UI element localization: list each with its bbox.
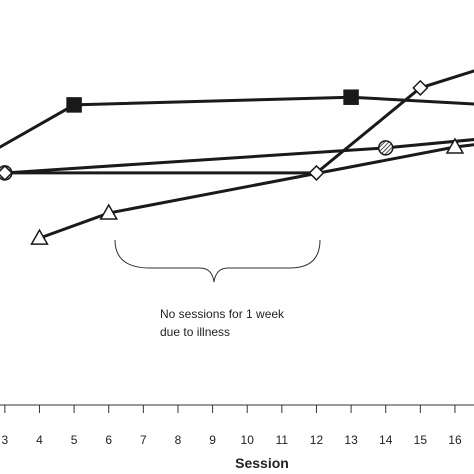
x-tick-label: 12 [310,433,324,447]
x-tick-label: 13 [344,433,358,447]
marker [66,97,82,113]
marker [377,140,394,156]
x-tick-label: 8 [175,433,182,447]
brace [114,239,321,283]
x-tick-label: 16 [448,433,462,447]
x-tick-label: 11 [276,433,289,447]
x-tick-label: 7 [140,433,147,447]
annotation: due to illness [160,325,230,339]
plot-area [0,69,474,245]
marker [0,164,13,181]
x-axis-title: Session [235,455,289,471]
marker [308,164,325,181]
marker [30,228,49,245]
x-tick-label: 9 [209,433,216,447]
x-tick-label: 10 [241,433,255,447]
x-tick-label: 14 [379,433,393,447]
marker [343,89,359,105]
marker [412,79,429,96]
annotation: No sessions for 1 week [160,307,285,321]
x-tick-label: 3 [2,433,9,447]
x-tick-label: 15 [414,433,428,447]
marker [445,137,465,154]
x-tick-label: 4 [36,433,43,447]
x-tick-label: 5 [71,433,78,447]
series-line [38,143,474,240]
series-line [4,69,474,175]
marker [99,203,119,220]
x-tick-label: 6 [105,433,112,447]
series-line [0,95,474,149]
